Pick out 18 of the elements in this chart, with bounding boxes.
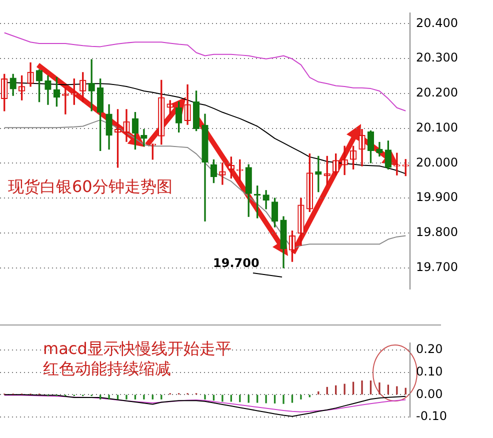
y-tick-label: 20.100 (416, 120, 458, 134)
y-tick-label: 19.700 (416, 260, 458, 274)
y-tick-label: 0.20 (416, 342, 443, 356)
candlestick (394, 152, 400, 176)
annotation: macd显示快慢线开始走平 (43, 339, 232, 358)
annotation: 红色动能持续缩减 (43, 359, 171, 378)
annotation: 19.700 (213, 256, 260, 270)
y-tick-label: 0.00 (416, 386, 443, 401)
y-tick-label: 20.400 (416, 16, 458, 30)
y-tick-label: 19.800 (416, 225, 458, 240)
candlestick (70, 78, 78, 105)
y-tick-label: 19.900 (416, 190, 458, 204)
annotation: 现货白银60分钟走势图 (8, 177, 172, 196)
y-tick-label: -0.10 (416, 409, 448, 424)
y-tick-label: 20.200 (416, 86, 458, 100)
y-tick-label: 20.000 (416, 155, 458, 170)
y-tick-label: 20.300 (416, 50, 458, 65)
candlestick (149, 144, 156, 160)
